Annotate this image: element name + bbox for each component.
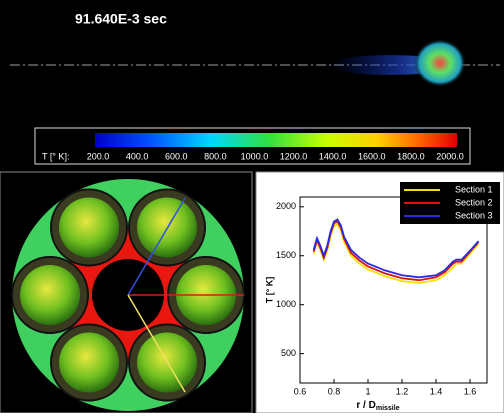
colorbar-tick-label: 200.0 <box>87 151 110 161</box>
y-tick-label: 500 <box>281 348 296 358</box>
colorbar-tick-label: 1800.0 <box>397 151 425 161</box>
colorbar-tick-label: 600.0 <box>165 151 188 161</box>
colorbar-tick-label: 2000.0 <box>436 151 464 161</box>
time-label: 91.640E-3 sec <box>75 11 167 27</box>
x-axis-label-main: r / D <box>356 400 375 411</box>
x-axis-label-sub: missile <box>376 405 400 412</box>
colorbar-tick-label: 800.0 <box>204 151 227 161</box>
x-tick-label: 1.6 <box>464 386 477 396</box>
cylinder <box>59 333 119 393</box>
colorbar-label: T [° K]: <box>42 151 69 161</box>
colorbar-tick-label: 400.0 <box>126 151 149 161</box>
legend-label: Section 2 <box>455 197 493 207</box>
y-tick-label: 1500 <box>276 250 296 260</box>
colorbar-tick-label: 1000.0 <box>241 151 269 161</box>
colorbar-tick-label: 1200.0 <box>280 151 308 161</box>
x-tick-label: 1.4 <box>430 386 443 396</box>
colorbar-tick-label: 1600.0 <box>358 151 386 161</box>
x-tick-label: 0.6 <box>294 386 307 396</box>
figure: 91.640E-3 sec T [° K]: 200.0 400.0 600.0 80… <box>0 0 504 413</box>
colorbar <box>95 133 457 147</box>
y-tick-label: 1000 <box>276 299 296 309</box>
y-tick-label: 2000 <box>276 201 296 211</box>
colorbar-tick-label: 1400.0 <box>319 151 347 161</box>
cylinder <box>20 265 80 325</box>
blob <box>414 39 466 87</box>
y-axis-label: T [° K] <box>264 277 274 304</box>
x-tick-label: 0.8 <box>328 386 341 396</box>
cylinder <box>59 197 119 257</box>
legend-label: Section 3 <box>455 210 493 220</box>
x-tick-label: 1.2 <box>396 386 409 396</box>
x-tick-label: 1 <box>365 386 370 396</box>
legend-label: Section 1 <box>455 184 493 194</box>
